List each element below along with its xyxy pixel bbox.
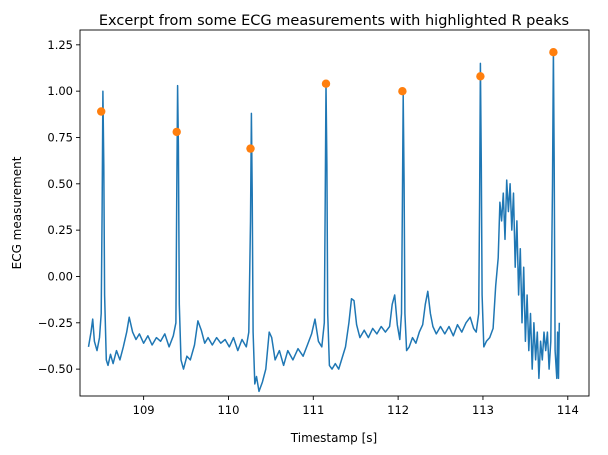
x-tick-label: 113 xyxy=(472,403,494,417)
series-layer xyxy=(87,48,561,393)
x-tick-label: 109 xyxy=(133,403,155,417)
chart-title: Excerpt from some ECG measurements with … xyxy=(99,13,569,29)
r-peak-marker xyxy=(321,79,331,88)
r-peak-marker xyxy=(97,107,106,116)
x-tick-label: 110 xyxy=(217,403,239,417)
y-tick-label: 0.50 xyxy=(47,177,73,191)
y-tick-label: 0.00 xyxy=(47,269,73,283)
x-tick-label: 111 xyxy=(302,403,324,417)
x-axis-label: Timestamp [s] xyxy=(290,431,377,445)
plot-frame xyxy=(79,29,590,397)
y-axis-label: ECG measurement xyxy=(10,156,24,269)
r-peak-marker xyxy=(172,127,181,137)
y-tick-label: 1.25 xyxy=(47,38,73,52)
r-peak-marker xyxy=(398,87,407,96)
y-tick-label: 0.75 xyxy=(47,130,73,144)
r-peak-marker xyxy=(476,72,485,81)
x-tick-label: 112 xyxy=(387,403,409,417)
x-axis: 109 110 111 112 113 114 xyxy=(133,396,579,417)
y-tick-label: 0.25 xyxy=(47,223,73,237)
r-peak-marker xyxy=(246,144,255,153)
y-axis: −0.50 −0.25 0.00 0.25 0.50 0.75 1.00 1.25 xyxy=(38,38,80,376)
x-tick-label: 114 xyxy=(557,403,579,417)
ecg-signal-line xyxy=(87,49,561,393)
r-peak-marker xyxy=(549,48,558,57)
y-tick-label: −0.25 xyxy=(38,316,73,330)
y-tick-label: −0.50 xyxy=(38,362,73,376)
plot-area xyxy=(79,29,590,397)
y-tick-label: 1.00 xyxy=(47,84,73,98)
